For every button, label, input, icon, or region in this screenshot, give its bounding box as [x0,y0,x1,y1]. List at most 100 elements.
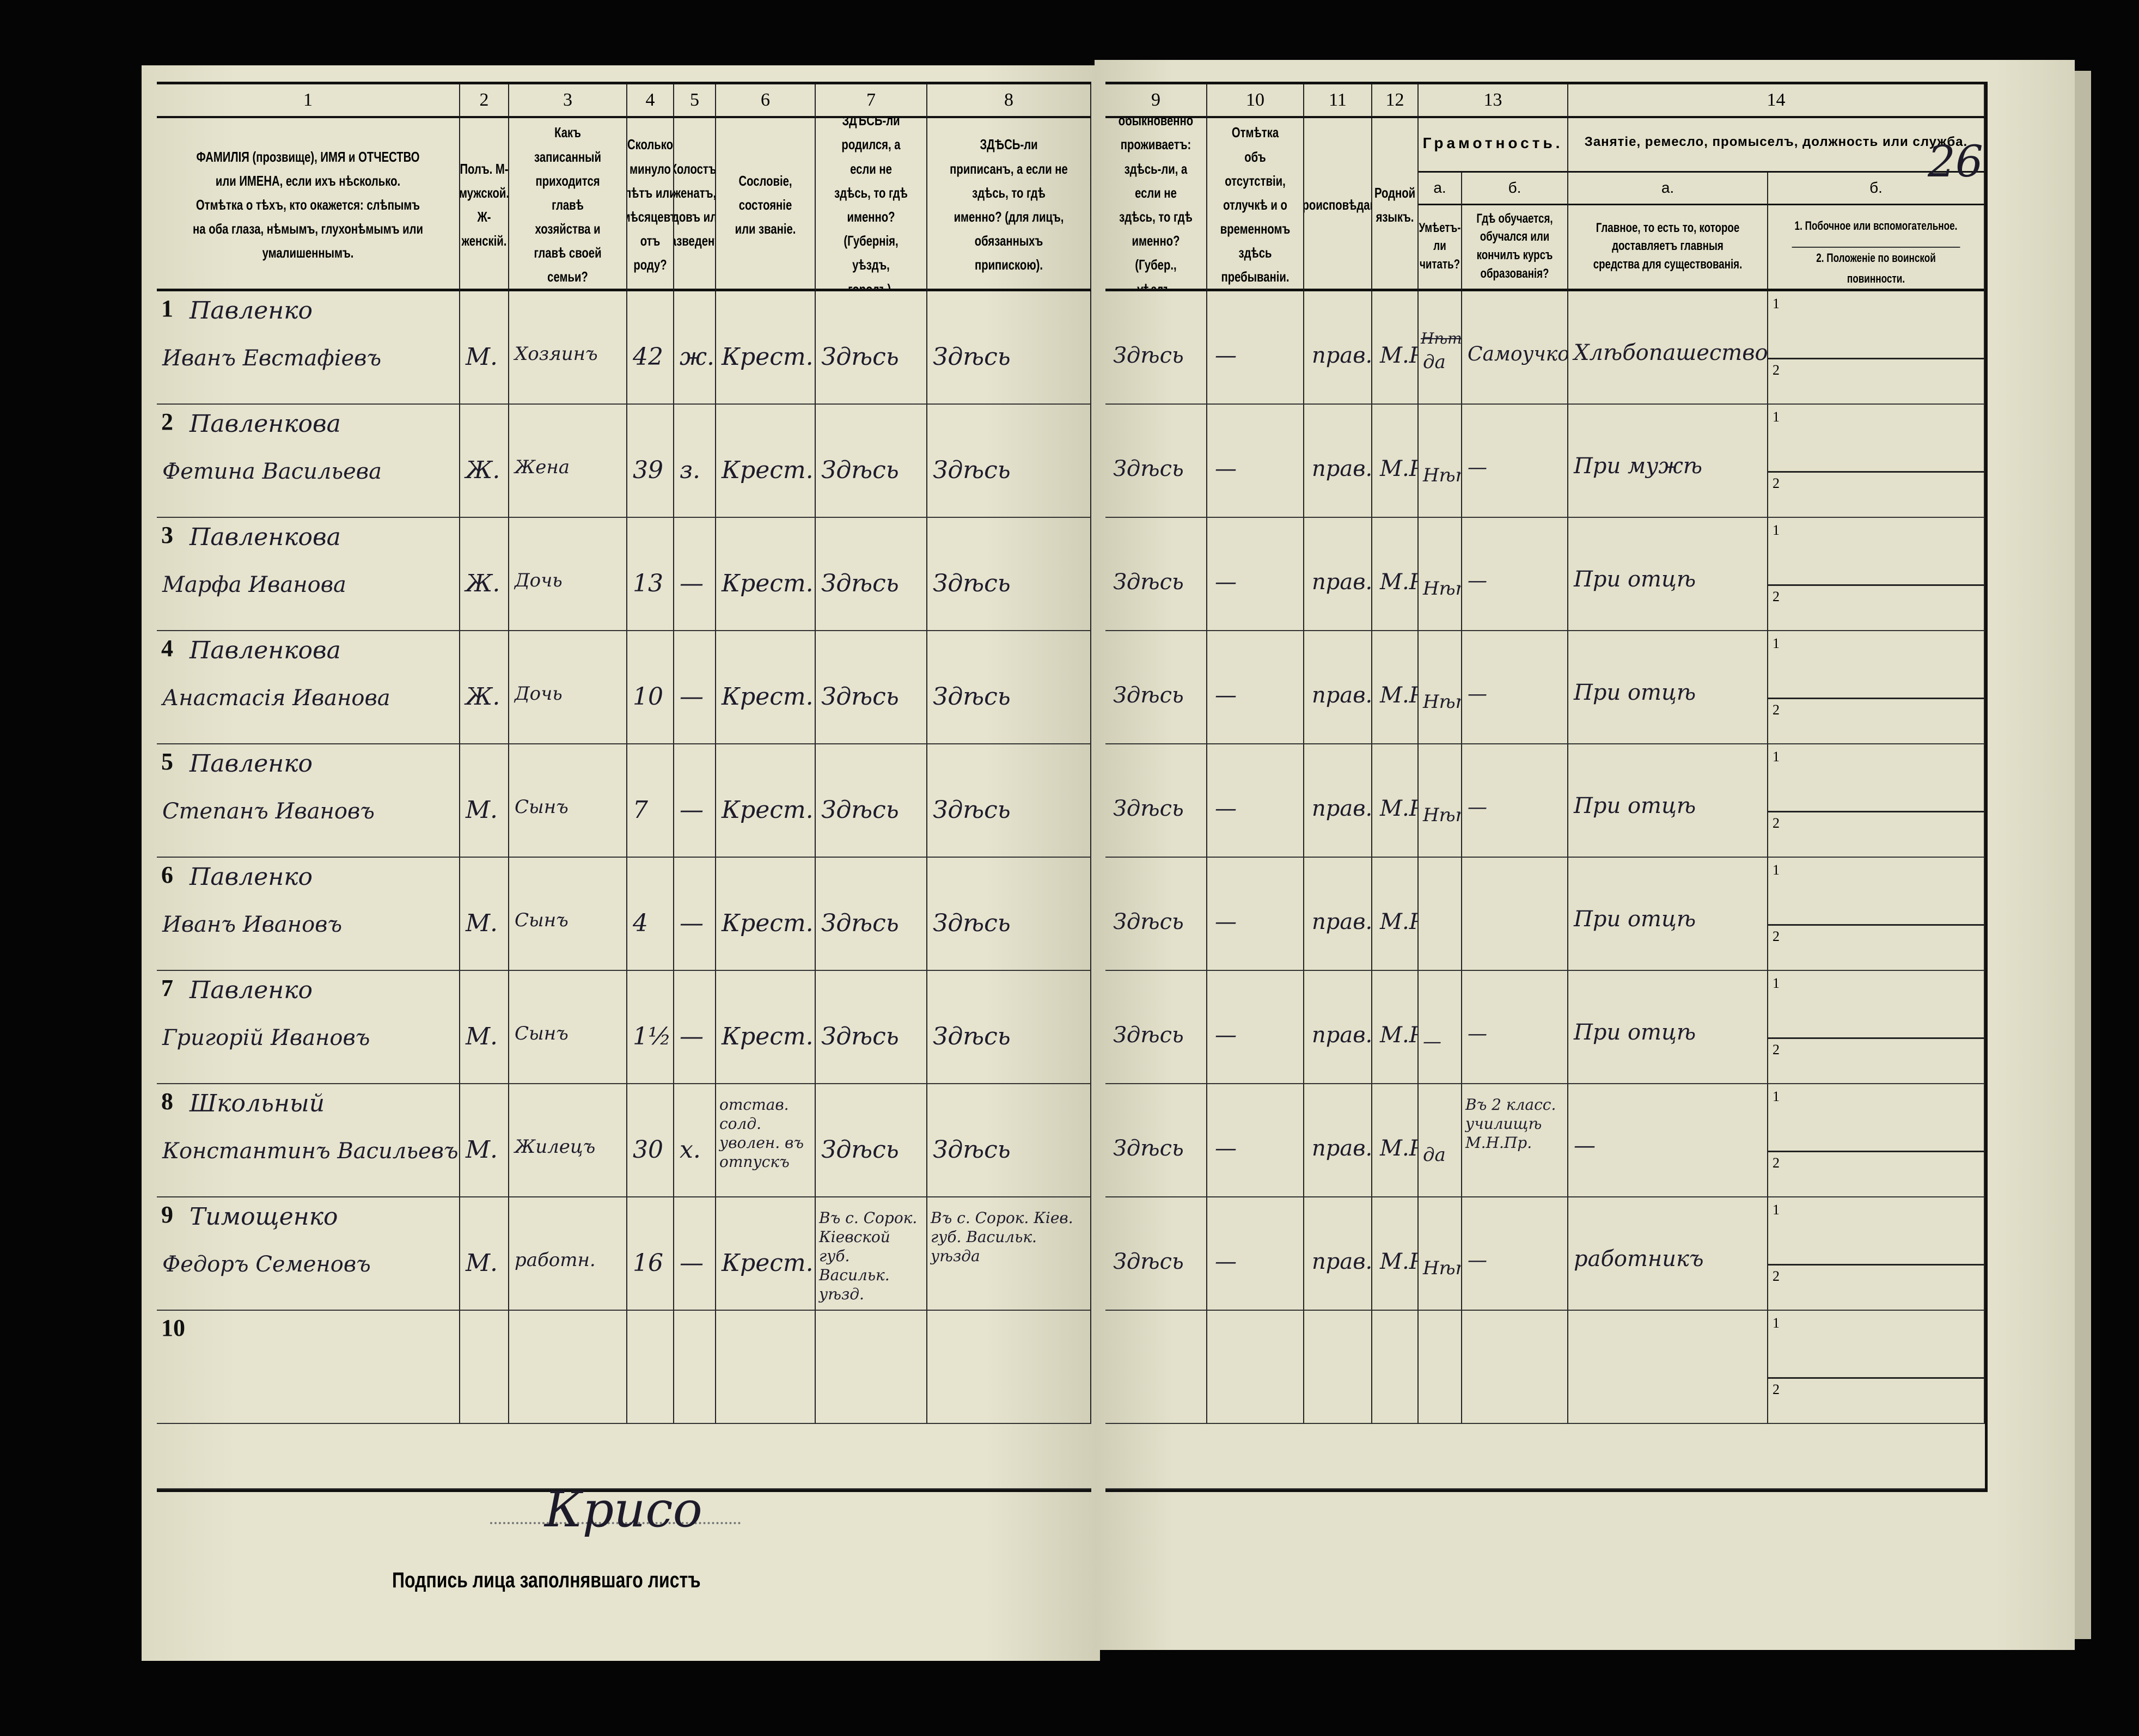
education: — [1468,796,1487,818]
cell-age: 30 [627,1084,674,1197]
cell-absence: — [1207,518,1304,631]
occupation: При отцѣ [1574,567,1696,592]
cell-registered: Здѣсь [927,858,1091,971]
column-number: 4 [627,84,674,118]
column-header-text: Холостъ, женатъ, вдовъ или разведенъ. [674,160,716,249]
cell-age: 16 [627,1197,674,1311]
language: М.Р. [1380,1023,1417,1048]
cell-registered: Здѣсь [927,518,1091,631]
column-header: Полъ. М-мужской. Ж-женскій. [460,118,509,291]
cell-absence: — [1207,1084,1304,1197]
row-number: 3 [161,522,173,548]
sex: Ж. [466,570,500,597]
subrow-1: 1 [1773,1089,1780,1104]
column-number: 2 [460,84,509,118]
born: Здѣсь [821,570,899,597]
marital: з. [680,456,700,484]
resides: Здѣсь [1113,570,1184,595]
subrow-2: 2 [1773,589,1780,604]
religion: прав. [1312,456,1372,481]
absence: — [1215,456,1237,481]
resides: Здѣсь [1113,1023,1184,1048]
relation: работн. [515,1249,596,1271]
subrow-divider [1768,358,1984,359]
language: М.Р. [1380,909,1417,934]
education: — [1468,683,1487,705]
cell-religion: прав. [1304,858,1372,971]
surname: Павленкова [190,637,341,664]
religion: прав. [1312,909,1372,934]
registered: Въ с. Сорок. Кіев. губ. Васильк. уѣзда [931,1209,1073,1265]
occupation: При отцѣ [1574,793,1696,818]
column-header-text: ЗДѢСЬ-ли родился, а если не здѣсь, то гд… [834,118,908,291]
cell-religion: прав. [1304,971,1372,1084]
subrow-2: 2 [1773,1268,1780,1284]
cell-sex: Ж. [460,518,509,631]
subrow-2: 2 [1773,702,1780,718]
born: Здѣсь [821,1136,899,1164]
subrow-2: 2 [1773,928,1780,944]
column-header: Какъ записанный приходится главѣ хозяйст… [509,118,627,291]
cell-born: Здѣсь [816,971,927,1084]
age: 13 [633,570,663,597]
cell-relation: Дочь [509,631,627,744]
literacy-a: а. [1419,173,1462,205]
occupation-a: а. [1568,173,1768,205]
row-number: 9 [161,1201,173,1228]
age: 1½ [633,1023,671,1050]
cell-literacy: Нѣтъ [1419,1197,1462,1311]
cell-religion: прав. [1304,631,1372,744]
cell-resides: Здѣсь [1105,405,1207,518]
row-name-cell: 1 Павленко Иванъ Евстафіевъ [157,291,460,405]
literacy: да [1423,1144,1446,1166]
cell-estate: Крест. [716,405,816,518]
born: Здѣсь [821,343,899,371]
resides: Здѣсь [1113,1249,1184,1274]
registered: Здѣсь [933,796,1011,824]
cell-estate: Крест. [716,971,816,1084]
cell-sex: М. [460,744,509,858]
relation: Сынъ [515,909,569,931]
cell-registered: Здѣсь [927,631,1091,744]
given-name-patronymic: Константинъ Васильевъ [162,1139,459,1164]
subrow-1: 1 [1773,409,1780,425]
literacy-b: б. [1462,173,1568,205]
education: Въ 2 класс. училищѣ М.Н.Пр. [1465,1096,1556,1152]
column-number: 6 [716,84,816,118]
cell-resides: Здѣсь [1105,518,1207,631]
estate: Крест. [722,1249,814,1277]
cell-estate: Крест. [716,1197,816,1311]
cell-resides: Здѣсь [1105,1197,1207,1311]
absence: — [1215,796,1237,821]
cell-language: М.Р. [1372,291,1419,405]
cell-literacy: Нѣтъ [1419,518,1462,631]
column-header-text: Сколько минуло лѣтъ или мѣсяцевъ отъ род… [627,136,674,273]
cell-literacy: да [1419,1084,1462,1197]
subrow-1: 1 [1773,862,1780,878]
education: — [1468,1023,1487,1045]
cell-sex: Ж. [460,405,509,518]
surname: Тимощенко [190,1203,338,1231]
column-header: Главное, то есть то, которое доставляетъ… [1568,205,1768,291]
subrow-divider [1768,1377,1984,1379]
registered: Здѣсь [933,909,1011,937]
cell-education: — [1462,518,1568,631]
cell-absence: — [1207,744,1304,858]
marital: — [680,796,704,824]
cell-registered: Здѣсь [927,1084,1091,1197]
language: М.Р. [1380,1249,1417,1274]
marital: — [680,683,704,711]
cell-absence: — [1207,631,1304,744]
given-name-patronymic: Григорій Ивановъ [162,1025,370,1050]
absence: — [1215,1023,1237,1048]
occupation: При отцѣ [1574,1020,1696,1045]
cell-estate [716,1311,816,1424]
cell-resides: Здѣсь [1105,971,1207,1084]
cell-relation: Хозяинъ [509,291,627,405]
age: 7 [633,796,648,824]
cell-resides: Здѣсь [1105,291,1207,405]
cell-sex: М. [460,971,509,1084]
cell-language: М.Р. [1372,744,1419,858]
given-name-patronymic: Иванъ Ивановъ [162,912,343,937]
